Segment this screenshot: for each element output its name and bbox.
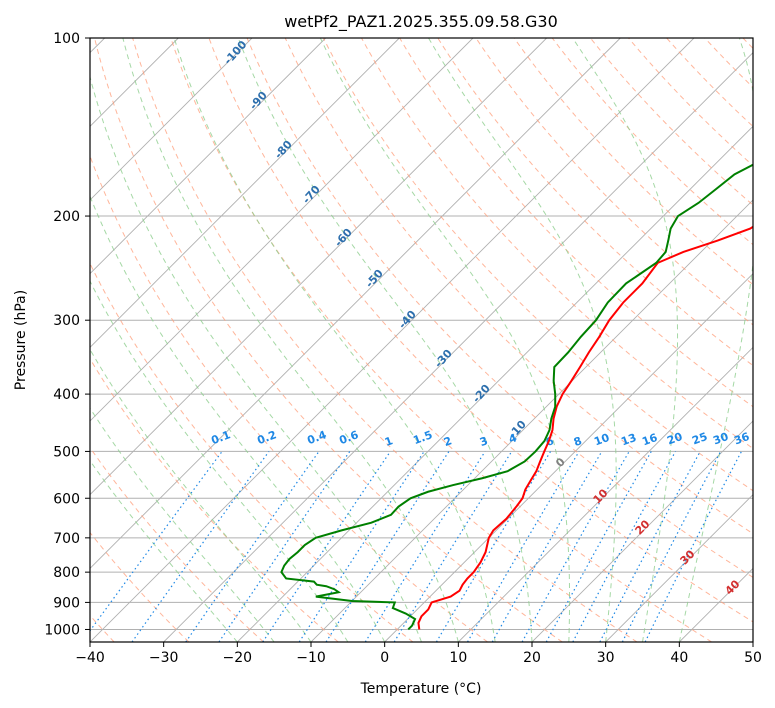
dry-adiabat--20 xyxy=(90,446,264,642)
isotherm--80 xyxy=(90,38,400,348)
x-tick-label-3: −10 xyxy=(296,650,326,666)
x-tick-label-4: 0 xyxy=(380,650,389,666)
isotherm--50 xyxy=(90,38,621,569)
x-tick-label-2: −20 xyxy=(223,650,253,666)
x-axis-ticks: −40 −30 −20 −10 0 10 20 30 40 50 xyxy=(75,642,762,666)
y-tick-label-1: 200 xyxy=(53,209,80,225)
isotherm-0 xyxy=(384,273,753,642)
isotherm--20 xyxy=(237,125,753,642)
plot-frame xyxy=(89,37,754,643)
dry-adiabat--30 xyxy=(90,531,190,642)
mixing-ratio-line-13 xyxy=(545,451,652,642)
x-axis-label: Temperature (°C) xyxy=(360,681,482,697)
moist-adiabat--5 xyxy=(90,280,349,642)
mixing-ratio-label-1: 0.2 xyxy=(255,428,278,447)
mixing-ratio-label-2: 0.4 xyxy=(305,428,328,447)
x-tick-label-7: 30 xyxy=(597,650,615,666)
mixing-ratio-label-3: 0.6 xyxy=(337,428,360,447)
y-tick-label-8: 900 xyxy=(53,595,80,611)
mixing-ratio-line-1 xyxy=(131,451,270,642)
x-tick-label-6: 20 xyxy=(523,650,541,666)
dry-adiabat-100 xyxy=(399,38,753,408)
dewpoint-profile-line xyxy=(280,163,753,631)
mixing-ratio-label-14: 20 xyxy=(665,430,684,448)
mixing-ratio-label-4: 1 xyxy=(383,434,395,449)
mixing-ratio-lines xyxy=(90,451,743,642)
y-tick-label-7: 800 xyxy=(53,565,80,581)
x-tick-label-0: −40 xyxy=(75,650,105,666)
dry-adiabat-0 xyxy=(90,262,414,642)
mixing-ratio-label-8: 4 xyxy=(507,431,519,446)
mixing-ratio-line-5 xyxy=(298,451,425,642)
mixing-ratio-label-13: 16 xyxy=(640,431,659,449)
dry-adiabat-50 xyxy=(208,38,753,623)
mixing-ratio-line-10 xyxy=(466,451,580,642)
isotherm-10 xyxy=(458,346,753,642)
moist-adiabat-30 xyxy=(428,38,617,642)
mixing-ratio-line-14 xyxy=(572,451,677,642)
mixing-ratio-label-16: 30 xyxy=(711,430,730,448)
chart-title: wetPf2_PAZ1.2025.355.09.58.G30 xyxy=(284,12,558,32)
mixing-ratio-label-9: 6 xyxy=(544,434,556,449)
mixing-ratio-line-17 xyxy=(644,451,743,642)
isotherm--100 xyxy=(90,38,253,201)
y-tick-label-5: 600 xyxy=(53,491,80,507)
dry-adiabat-10 xyxy=(90,154,488,642)
isotherm--90 xyxy=(90,38,326,275)
moist-adiabat--20 xyxy=(90,459,238,642)
moist-adiabat-35 xyxy=(572,38,679,642)
mixing-ratio-label-7: 3 xyxy=(478,434,490,449)
mixing-ratio-label-5: 1.5 xyxy=(411,428,434,447)
y-tick-label-6: 700 xyxy=(53,531,80,547)
y-axis-ticks: 100 200 300 400 500 600 700 800 900 1000 xyxy=(44,31,90,638)
mixing-ratio-line-2 xyxy=(185,451,320,642)
dry-adiabat-40 xyxy=(170,38,713,642)
skewed-isotherms xyxy=(90,38,753,642)
y-axis-label: Pressure (hPa) xyxy=(13,290,29,390)
mixing-ratio-label-6: 2 xyxy=(442,434,454,449)
x-tick-label-5: 10 xyxy=(449,650,467,666)
mixing-ratio-line-4 xyxy=(262,451,391,642)
mixing-ratio-label-0: 0.1 xyxy=(209,428,232,447)
mixing-ratio-label-15: 25 xyxy=(690,430,709,447)
dry-adiabat-130 xyxy=(513,38,753,286)
dry-adiabat-90 xyxy=(361,38,753,450)
moist-adiabat-5 xyxy=(90,75,422,642)
mixing-ratio-label-11: 10 xyxy=(592,431,611,449)
profile-series xyxy=(280,163,753,631)
mixing-ratio-line-7 xyxy=(364,451,486,642)
moist-adiabat-20 xyxy=(237,38,533,642)
mixing-ratio-label-17: 36 xyxy=(732,430,751,448)
mixing-ratio-label-10: 8 xyxy=(572,434,584,449)
plot-area: -100-90-80-70-60-50-40-30-20-100.1 0.2 0.4… xyxy=(90,38,753,642)
isotherm--60 xyxy=(90,38,547,496)
y-tick-label-3: 400 xyxy=(53,387,80,403)
mixing-ratio-line-3 xyxy=(218,451,351,642)
moist-adiabats xyxy=(90,38,753,642)
dry-adiabat-20 xyxy=(94,38,563,642)
isotherm-20 xyxy=(531,420,753,642)
isotherm-30 xyxy=(605,494,753,642)
x-tick-label-1: −30 xyxy=(149,650,179,666)
mixing-ratio-label-12: 13 xyxy=(619,431,638,448)
moist-adiabat-25 xyxy=(319,38,571,642)
isotherm--30 xyxy=(163,52,753,642)
temperature-profile-line xyxy=(417,225,753,630)
y-tick-label-2: 300 xyxy=(53,313,80,329)
isotherm--70 xyxy=(90,38,474,422)
mixing-ratio-line-8 xyxy=(393,451,513,642)
moist-adiabat-10 xyxy=(122,38,459,642)
y-tick-label-9: 1000 xyxy=(44,622,80,638)
y-tick-label-0: 100 xyxy=(53,31,80,47)
mixing-ratio-line-6 xyxy=(325,451,450,642)
x-tick-label-8: 40 xyxy=(670,650,688,666)
dry-adiabat-60 xyxy=(246,38,753,578)
isobar-gridlines xyxy=(90,38,753,630)
x-tick-label-9: 50 xyxy=(744,650,762,666)
dry-adiabat-30 xyxy=(132,38,638,642)
y-tick-label-4: 500 xyxy=(53,444,80,460)
